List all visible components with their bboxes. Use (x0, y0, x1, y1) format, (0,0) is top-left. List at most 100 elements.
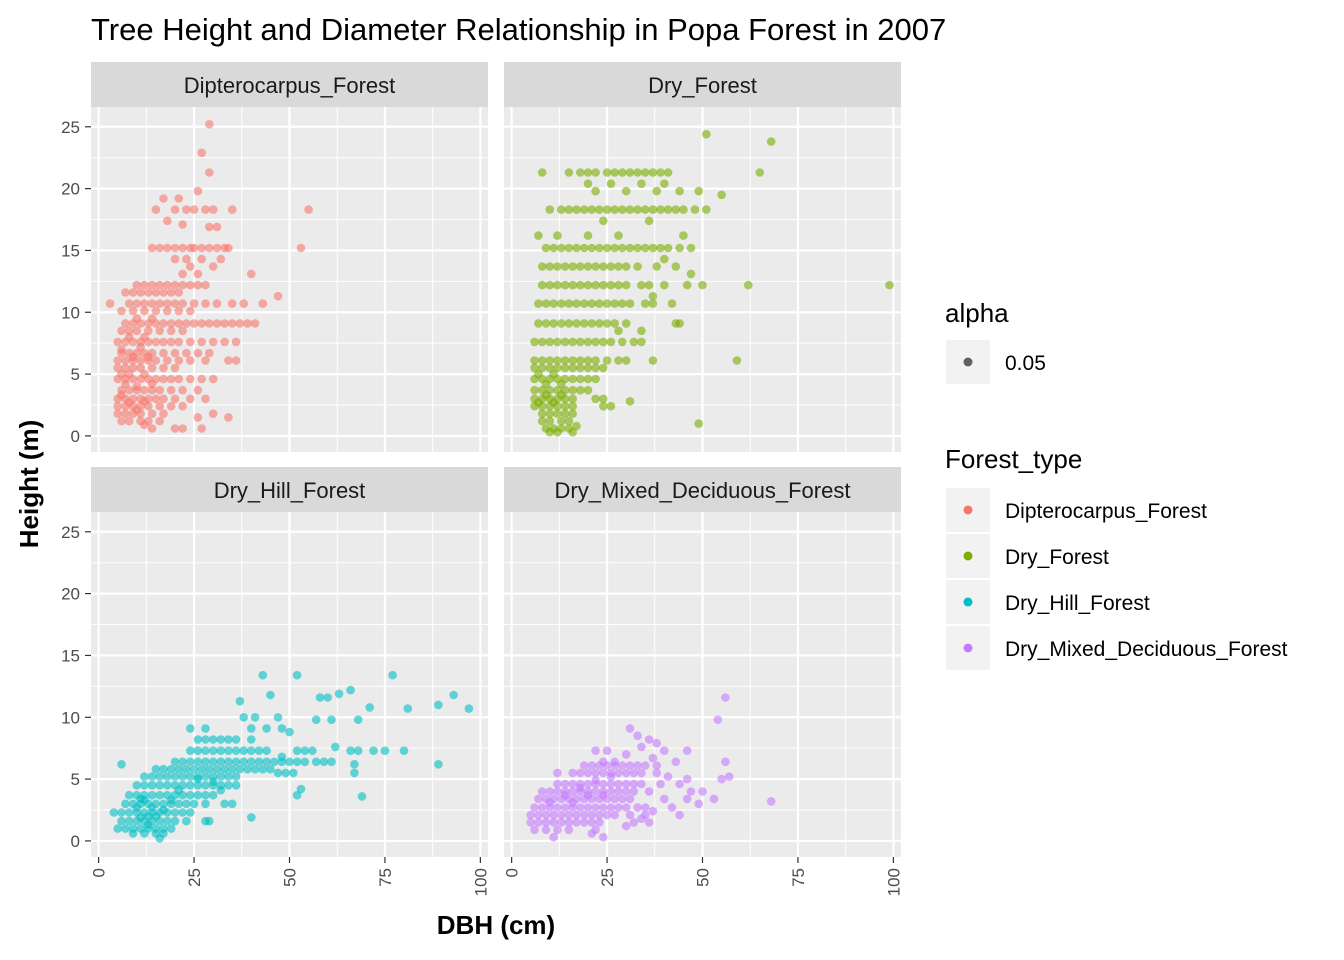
data-point (132, 314, 142, 323)
facet-panels: Dipterocarpus_Forest 0 5 10 15 20 25 Dry_Forest… (61, 62, 903, 896)
data-point (208, 374, 218, 384)
data-point (610, 243, 619, 253)
data-point (537, 409, 547, 419)
data-point (564, 168, 574, 177)
data-point (618, 243, 627, 253)
data-point (193, 269, 203, 279)
data-point (606, 772, 616, 781)
data-point (648, 291, 658, 301)
data-point (560, 409, 570, 419)
data-point (201, 205, 210, 214)
data-point (254, 757, 264, 767)
data-point (334, 689, 344, 699)
data-point (300, 757, 310, 767)
data-point (549, 832, 558, 842)
data-point (193, 790, 203, 800)
data-point (885, 280, 894, 290)
data-point (675, 810, 684, 820)
data-point (656, 168, 665, 177)
data-point (560, 363, 570, 373)
data-point (656, 779, 665, 789)
data-point (224, 772, 233, 781)
data-point (357, 792, 367, 801)
data-point (174, 288, 184, 297)
data-point (602, 746, 612, 755)
data-point (537, 363, 547, 373)
data-point (694, 799, 703, 809)
data-point (583, 280, 593, 290)
data-point (553, 231, 562, 240)
data-point (591, 746, 600, 755)
data-point (610, 794, 619, 804)
data-point (186, 337, 195, 347)
facet-strip (504, 467, 901, 512)
data-point (625, 397, 635, 406)
data-point (694, 419, 703, 428)
data-point (576, 385, 585, 395)
data-point (166, 401, 176, 411)
data-point (197, 424, 206, 433)
data-point (124, 299, 134, 308)
data-point (266, 764, 275, 774)
data-point (178, 757, 187, 767)
x-tick-label: 50 (694, 868, 713, 887)
data-point (545, 427, 555, 437)
data-point (124, 326, 134, 336)
data-point (155, 326, 164, 336)
data-point (537, 787, 547, 796)
data-point (197, 254, 206, 264)
data-point (579, 818, 589, 827)
data-point (464, 704, 474, 713)
data-point (568, 337, 577, 347)
data-point (193, 735, 203, 744)
data-point (250, 319, 260, 328)
data-point (247, 724, 256, 733)
x-tick-label: 0 (90, 868, 109, 877)
facet-strip-label: Dry_Hill_Forest (214, 478, 366, 503)
data-point (155, 781, 164, 790)
data-point (182, 799, 191, 809)
data-point (599, 779, 608, 789)
data-point (201, 799, 210, 809)
data-point (147, 363, 157, 373)
data-point (595, 319, 604, 328)
data-point (220, 799, 229, 809)
data-point (534, 319, 543, 328)
data-point (159, 799, 168, 809)
data-point (170, 348, 180, 358)
x-axis-title: DBH (cm) (437, 910, 555, 940)
data-point (557, 243, 566, 253)
data-point (602, 205, 612, 214)
data-point (591, 363, 600, 373)
data-point (545, 280, 555, 290)
data-point (549, 818, 558, 827)
data-point (583, 337, 593, 347)
data-point (308, 746, 317, 755)
data-point (633, 803, 642, 812)
data-point (197, 764, 206, 774)
data-point (549, 319, 558, 328)
data-point (174, 356, 184, 365)
data-point (667, 299, 677, 308)
data-point (637, 814, 646, 823)
data-point (560, 401, 570, 411)
data-point (553, 356, 562, 365)
x-tick-label: 100 (471, 868, 490, 896)
data-point (147, 280, 157, 290)
data-point (583, 168, 593, 177)
x-tick-label: 75 (789, 868, 808, 887)
data-point (576, 356, 585, 365)
data-point (591, 168, 600, 177)
data-point (140, 829, 149, 838)
data-point (702, 205, 711, 214)
data-point (174, 785, 184, 795)
data-point (568, 262, 577, 271)
data-point (159, 374, 168, 384)
data-point (553, 280, 562, 290)
data-point (266, 690, 275, 700)
data-point (292, 670, 302, 680)
data-point (224, 413, 233, 422)
data-point (652, 186, 661, 196)
data-point (610, 319, 619, 328)
data-point (434, 760, 443, 769)
